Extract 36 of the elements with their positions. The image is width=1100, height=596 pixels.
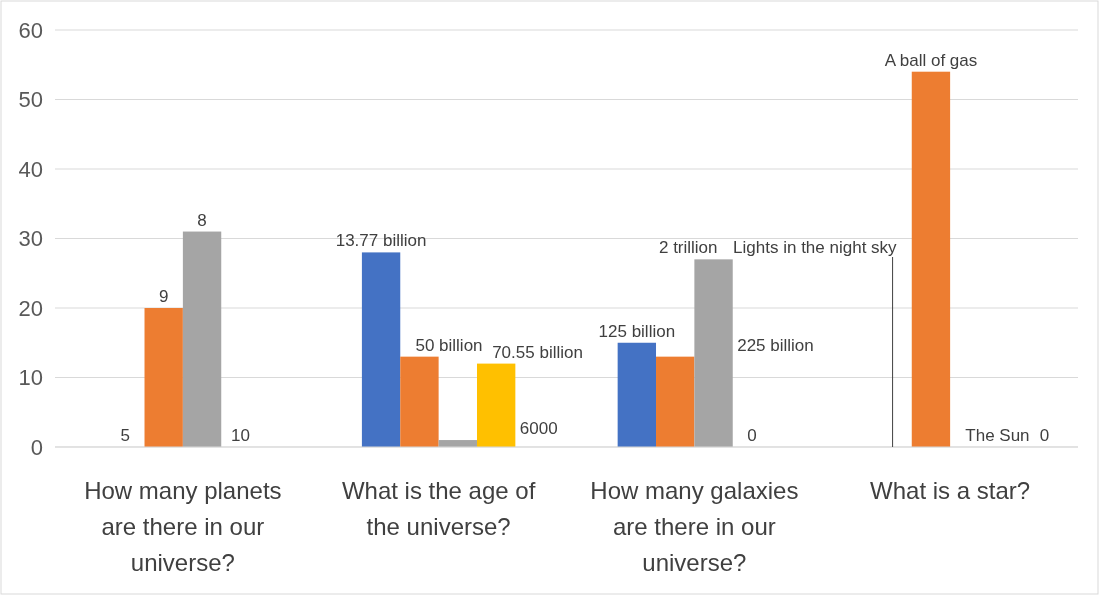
annotation: 10: [230, 426, 250, 445]
bar: [694, 259, 733, 447]
bar: [144, 308, 183, 447]
annotation: 0: [747, 426, 757, 445]
bar: [656, 356, 695, 447]
annotation: 2 trillion: [658, 238, 718, 258]
y-tick-label: 40: [18, 156, 43, 182]
annotation: 70.55 billion: [492, 342, 583, 362]
annotation: Lights in the night sky: [733, 238, 898, 257]
y-tick-label: 60: [18, 17, 43, 43]
annotation: 6000: [519, 419, 558, 439]
x-tick-label: How many galaxies are there in our universe?: [590, 477, 799, 576]
y-tick-label: 10: [18, 365, 43, 391]
annotation: 5: [120, 426, 131, 445]
bar: [182, 231, 222, 447]
annotation: The Sun: [965, 426, 1030, 445]
bar: [911, 71, 951, 447]
bar: [361, 252, 401, 447]
bar: [476, 363, 516, 447]
y-tick-label: 50: [18, 87, 43, 113]
annotation: A ball of gas: [884, 50, 978, 70]
x-tick-label: What is the age of the universe?: [341, 477, 536, 540]
annotation: 225 billion: [737, 335, 814, 355]
annotation: 13.77 billion: [335, 231, 427, 251]
bar: [617, 342, 657, 447]
annotation: 50 billion: [415, 335, 483, 355]
x-tick-label: What is a star?: [870, 477, 1031, 504]
annotation: 0: [1039, 426, 1050, 445]
y-tick-label: 30: [18, 226, 43, 252]
annotation: 8: [197, 210, 207, 230]
bar: [400, 356, 439, 447]
y-tick-label: 0: [30, 434, 43, 460]
x-tick-label: How many planets are there in our universe?: [84, 477, 282, 576]
annotation: 9: [158, 287, 169, 306]
annotation: 125 billion: [598, 321, 676, 341]
y-tick-label: 20: [18, 295, 43, 321]
